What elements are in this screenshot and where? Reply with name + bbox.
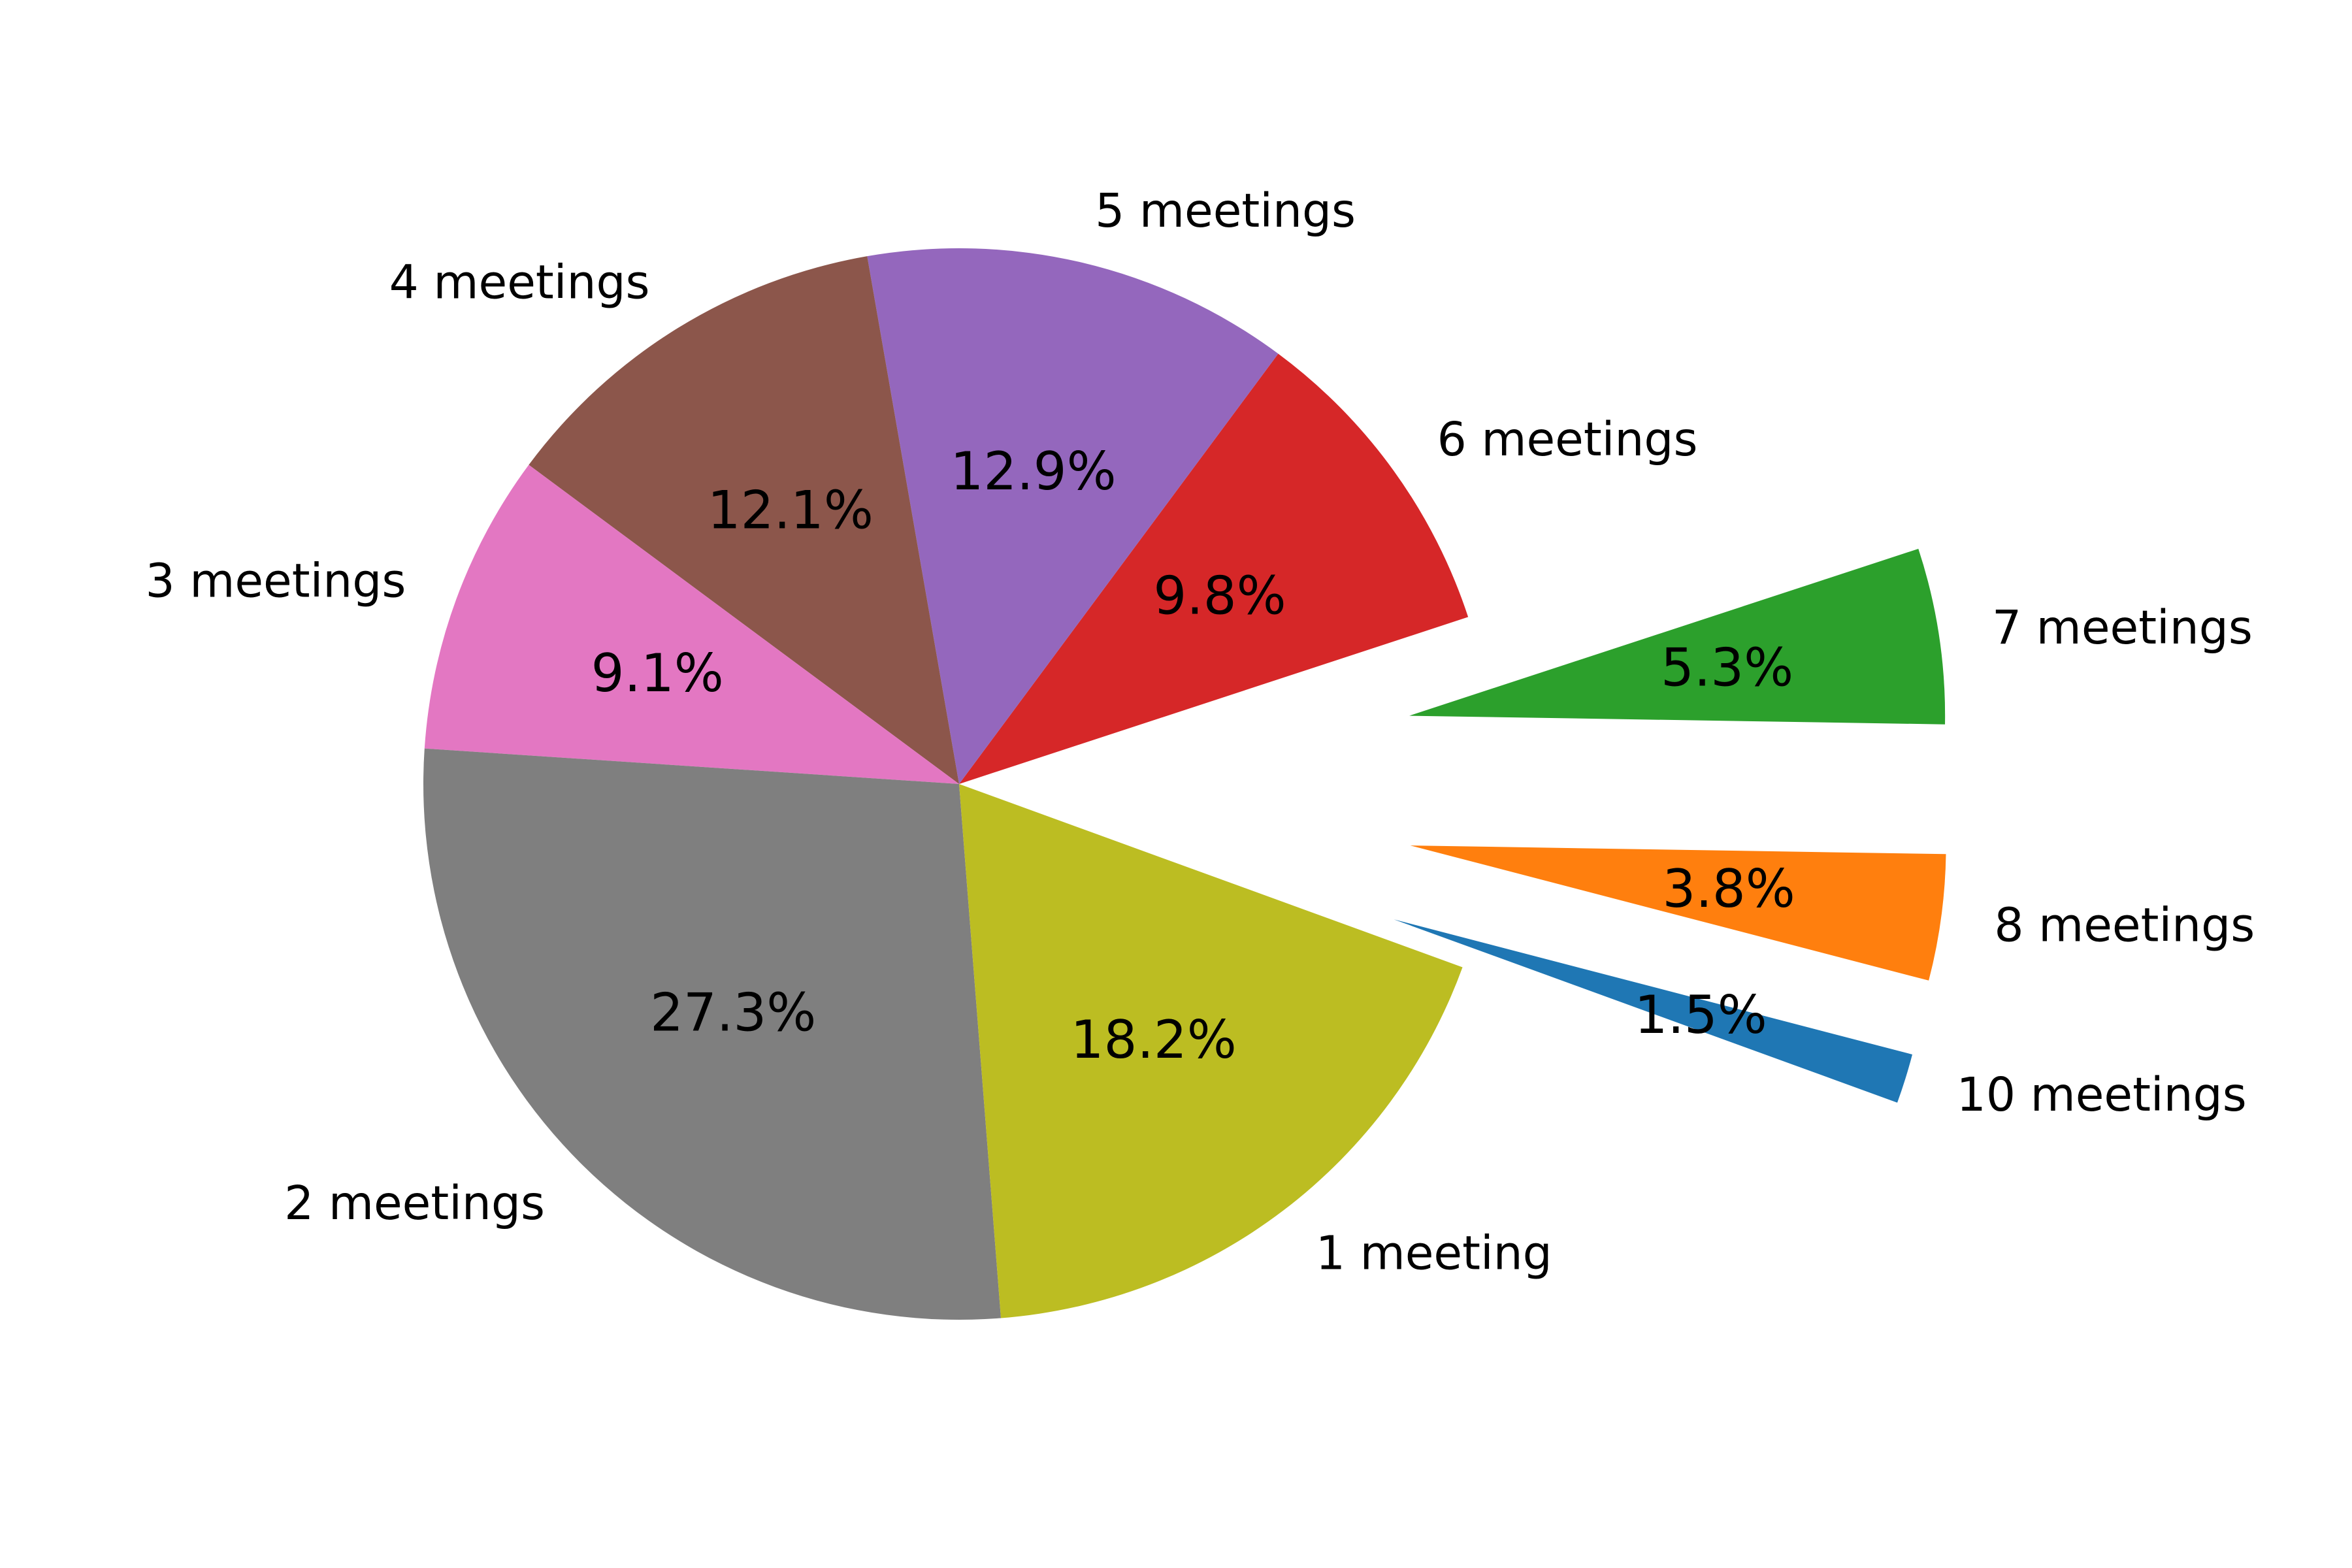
slice-label-8-meetings: 8 meetings — [1994, 898, 2255, 952]
slice-percent-10-meetings: 1.5% — [1635, 985, 1767, 1045]
pie-slice-1-meeting — [959, 784, 1463, 1318]
slice-percent-8-meetings: 3.8% — [1662, 858, 1795, 919]
pie-slice-4-meetings — [529, 256, 959, 784]
pie-slices — [423, 248, 1946, 1320]
slice-label-2-meetings: 2 meetings — [284, 1176, 545, 1230]
slice-label-4-meetings: 4 meetings — [389, 255, 650, 310]
pie-slice-8-meetings — [1410, 845, 1946, 981]
slice-percent-2-meetings: 27.3% — [650, 982, 816, 1043]
slice-label-5-meetings: 5 meetings — [1095, 184, 1356, 238]
slice-percent-7-meetings: 5.3% — [1661, 637, 1793, 698]
slice-label-3-meetings: 3 meetings — [145, 553, 406, 608]
slice-label-10-meetings: 10 meetings — [1957, 1068, 2247, 1122]
slice-percent-5-meetings: 12.9% — [950, 441, 1116, 502]
slice-label-6-meetings: 6 meetings — [1437, 412, 1698, 466]
slice-percent-1-meeting: 18.2% — [1071, 1009, 1237, 1070]
slice-label-7-meetings: 7 meetings — [1992, 600, 2253, 655]
pie-slice-2-meetings — [423, 748, 1002, 1320]
slice-percent-4-meetings: 12.1% — [708, 480, 874, 541]
pie-slice-5-meetings — [867, 248, 1279, 785]
slice-label-1-meeting: 1 meeting — [1316, 1226, 1552, 1281]
slice-percent-6-meetings: 9.8% — [1153, 566, 1286, 627]
pie-slice-7-meetings — [1409, 548, 1946, 725]
pie-slice-10-meetings — [1394, 919, 1912, 1103]
pie-slice-6-meetings — [959, 353, 1469, 784]
pie-labels: 10 meetings 1.5% 8 meetings 3.8% 7 meetings 5… — [145, 184, 2255, 1281]
slice-percent-3-meetings: 9.1% — [591, 643, 724, 704]
pie-slice-3-meetings — [424, 465, 959, 784]
